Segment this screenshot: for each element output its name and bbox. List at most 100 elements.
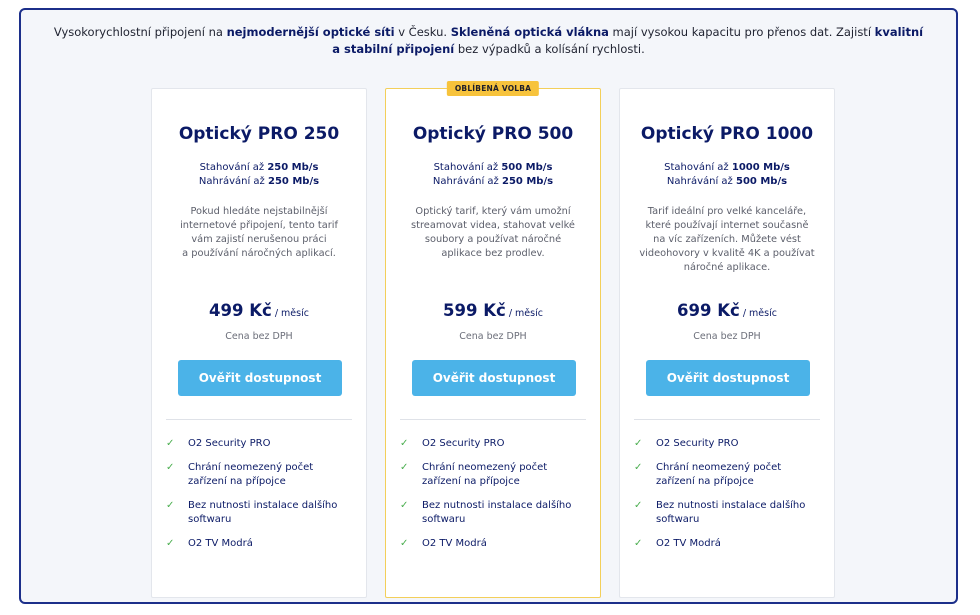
check-icon: ✓: [400, 500, 409, 511]
feature-item: ✓ Bez nutnosti instalace dalšího softwaru: [400, 499, 586, 527]
intro-text: Vysokorychlostní připojení na nejmoderně…: [51, 24, 926, 58]
plan-speeds: Stahování až 250 Mb/s Nahrávání až 250 M…: [152, 161, 366, 189]
upload-value: 500 Mb/s: [736, 176, 788, 187]
feature-text: Bez nutnosti instalace dalšího: [656, 500, 806, 511]
plan-price: 499 Kč / měsíc: [152, 301, 366, 320]
download-label: Stahování až: [433, 162, 502, 173]
plan-title: Optický PRO 250: [178, 124, 340, 144]
pricing-panel: Vysokorychlostní připojení na nejmoderně…: [19, 8, 958, 604]
price-unit: / měsíc: [271, 308, 309, 319]
check-icon: ✓: [166, 438, 175, 449]
desc-line: Tarif ideální pro velké kanceláře,: [647, 206, 807, 217]
upload-label: Nahrávání až: [666, 176, 736, 187]
feature-item: ✓ Chrání neomezený počet zařízení na přípo…: [166, 461, 352, 489]
upload-label: Nahrávání až: [432, 176, 502, 187]
plan-description: Pokud hledáte nejstabilnější internetové…: [170, 205, 348, 261]
upload-value: 250 Mb/s: [268, 176, 320, 187]
check-availability-button[interactable]: Ověřit dostupnost: [646, 360, 810, 396]
desc-line: Optický tarif, který vám umožní: [415, 206, 571, 217]
check-icon: ✓: [400, 462, 409, 473]
upload-value: 250 Mb/s: [502, 176, 554, 187]
feature-item: ✓ O2 TV Modrá: [634, 537, 820, 551]
feature-item: ✓ O2 Security PRO: [634, 437, 820, 451]
plan-description: Optický tarif, který vám umožní streamov…: [404, 205, 582, 261]
intro-highlight: nejmodernější optické síti: [226, 25, 395, 39]
intro-part: Vysokorychlostní připojení na: [53, 25, 227, 39]
plan-card-1000: Optický PRO 1000 Stahování až 1000 Mb/s …: [619, 88, 835, 598]
feature-item: ✓ Chrání neomezený počet zařízení na přípo…: [634, 461, 820, 489]
feature-text: Bez nutnosti instalace dalšího: [188, 500, 338, 511]
plan-card-500: OBLÍBENÁ VOLBA Optický PRO 500 Stahování…: [385, 81, 601, 598]
price-amount: 699 Kč: [677, 301, 740, 320]
desc-line: soubory a používat náročné: [424, 234, 562, 245]
check-icon: ✓: [634, 500, 643, 511]
download-label: Stahování až: [199, 162, 268, 173]
plan-title: Optický PRO 1000: [640, 124, 814, 144]
plan-price: 599 Kč / měsíc: [386, 301, 600, 320]
feature-item: ✓ Chrání neomezený počet zařízení na přípo…: [400, 461, 586, 489]
intro-part: mají vysokou kapacitu pro přenos dat. Za…: [608, 25, 875, 39]
feature-text: O2 TV Modrá: [188, 538, 253, 549]
feature-text: O2 Security PRO: [188, 438, 271, 449]
feature-text: O2 TV Modrá: [656, 538, 721, 549]
feature-text: zařízení na přípojce: [188, 476, 286, 487]
popular-badge: OBLÍBENÁ VOLBA: [446, 81, 540, 96]
price-amount: 499 Kč: [209, 301, 272, 320]
divider: [166, 419, 352, 420]
plan-title: Optický PRO 500: [412, 124, 574, 144]
vat-note: Cena bez DPH: [459, 331, 527, 342]
check-icon: ✓: [166, 538, 175, 549]
feature-text: softwaru: [188, 514, 232, 525]
upload-label: Nahrávání až: [198, 176, 268, 187]
price-unit: / měsíc: [739, 308, 777, 319]
feature-text: Bez nutnosti instalace dalšího: [422, 500, 572, 511]
download-value: 250 Mb/s: [267, 162, 319, 173]
check-icon: ✓: [400, 438, 409, 449]
feature-text: Chrání neomezený počet: [656, 462, 782, 473]
desc-line: na víc zařízeních. Můžete vést: [653, 234, 801, 245]
plan-card-250: Optický PRO 250 Stahování až 250 Mb/s Na…: [151, 88, 367, 598]
price-amount: 599 Kč: [443, 301, 506, 320]
desc-line: které používají internet současně: [645, 220, 809, 231]
desc-line: náročné aplikace.: [683, 262, 771, 273]
feature-text: Chrání neomezený počet: [422, 462, 548, 473]
feature-item: ✓ Bez nutnosti instalace dalšího softwaru: [634, 499, 820, 527]
desc-line: aplikace bez prodlev.: [441, 248, 545, 259]
feature-item: ✓ O2 Security PRO: [400, 437, 586, 451]
feature-list: ✓ O2 Security PRO ✓ Chrání neomezený počet…: [634, 437, 820, 561]
feature-text: zařízení na přípojce: [422, 476, 520, 487]
intro-highlight: Skleněná optická vlákna: [450, 25, 609, 39]
desc-line: internetové připojení, tento tarif: [180, 220, 338, 231]
plan-description: Tarif ideální pro velké kanceláře, které…: [638, 205, 816, 275]
feature-list: ✓ O2 Security PRO ✓ Chrání neomezený počet…: [400, 437, 586, 561]
feature-text: Chrání neomezený počet: [188, 462, 314, 473]
feature-text: O2 Security PRO: [656, 438, 739, 449]
check-icon: ✓: [634, 438, 643, 449]
download-value: 1000 Mb/s: [731, 162, 790, 173]
check-icon: ✓: [166, 500, 175, 511]
check-icon: ✓: [166, 462, 175, 473]
feature-item: ✓ O2 Security PRO: [166, 437, 352, 451]
feature-item: ✓ Bez nutnosti instalace dalšího softwaru: [166, 499, 352, 527]
feature-item: ✓ O2 TV Modrá: [166, 537, 352, 551]
feature-text: O2 TV Modrá: [422, 538, 487, 549]
download-value: 500 Mb/s: [501, 162, 553, 173]
desc-line: videohovory v kvalitě 4K a používat: [639, 248, 815, 259]
feature-text: softwaru: [656, 514, 700, 525]
check-availability-button[interactable]: Ověřit dostupnost: [178, 360, 342, 396]
vat-note: Cena bez DPH: [225, 331, 293, 342]
intro-highlight: kvalitní a stabilní připojení: [332, 25, 924, 56]
check-icon: ✓: [400, 538, 409, 549]
feature-text: softwaru: [422, 514, 466, 525]
divider: [400, 419, 586, 420]
plan-speeds: Stahování až 1000 Mb/s Nahrávání až 500 …: [620, 161, 834, 189]
check-icon: ✓: [634, 538, 643, 549]
price-unit: / měsíc: [505, 308, 543, 319]
intro-part: v Česku.: [394, 25, 451, 39]
divider: [634, 419, 820, 420]
intro-part: bez výpadků a kolísání rychlosti.: [454, 42, 645, 56]
vat-note: Cena bez DPH: [693, 331, 761, 342]
desc-line: Pokud hledáte nejstabilnější: [190, 206, 328, 217]
feature-list: ✓ O2 Security PRO ✓ Chrání neomezený počet…: [166, 437, 352, 561]
check-availability-button[interactable]: Ověřit dostupnost: [412, 360, 576, 396]
